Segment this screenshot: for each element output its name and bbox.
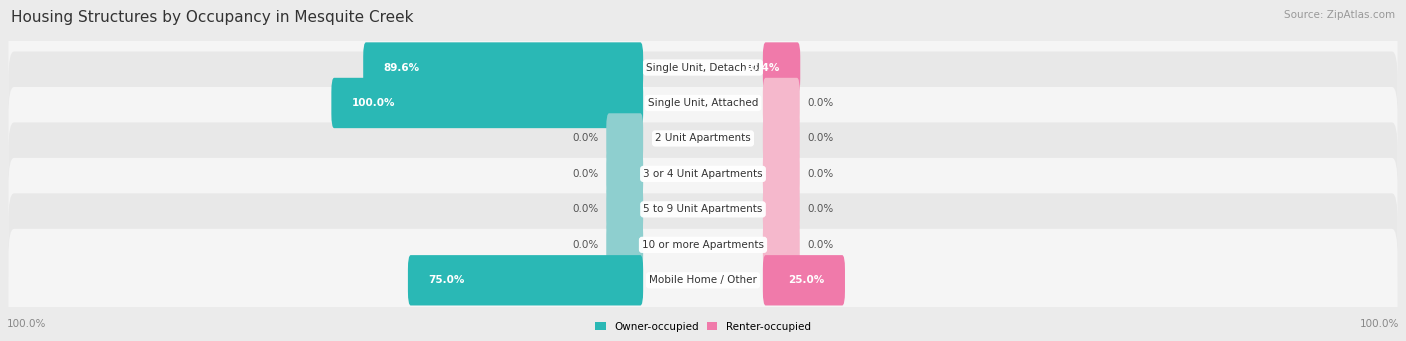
FancyBboxPatch shape [8, 193, 1398, 296]
FancyBboxPatch shape [8, 122, 1398, 225]
FancyBboxPatch shape [8, 51, 1398, 154]
FancyBboxPatch shape [763, 42, 800, 93]
Text: 3 or 4 Unit Apartments: 3 or 4 Unit Apartments [643, 169, 763, 179]
Text: 25.0%: 25.0% [789, 275, 825, 285]
FancyBboxPatch shape [763, 113, 800, 164]
Text: Single Unit, Detached: Single Unit, Detached [647, 62, 759, 73]
FancyBboxPatch shape [408, 255, 643, 306]
Text: 89.6%: 89.6% [384, 62, 419, 73]
Text: Source: ZipAtlas.com: Source: ZipAtlas.com [1284, 10, 1395, 20]
Text: 5 to 9 Unit Apartments: 5 to 9 Unit Apartments [644, 204, 762, 214]
FancyBboxPatch shape [8, 229, 1398, 332]
Text: 10 or more Apartments: 10 or more Apartments [643, 240, 763, 250]
FancyBboxPatch shape [763, 220, 800, 270]
Text: 10.4%: 10.4% [744, 62, 780, 73]
Text: 100.0%: 100.0% [1360, 319, 1399, 329]
FancyBboxPatch shape [8, 87, 1398, 190]
Text: 100.0%: 100.0% [352, 98, 395, 108]
Text: 0.0%: 0.0% [572, 133, 599, 144]
Text: Housing Structures by Occupancy in Mesquite Creek: Housing Structures by Occupancy in Mesqu… [11, 10, 413, 25]
FancyBboxPatch shape [606, 184, 643, 235]
Text: 0.0%: 0.0% [807, 204, 834, 214]
FancyBboxPatch shape [763, 255, 845, 306]
FancyBboxPatch shape [763, 149, 800, 199]
Text: Mobile Home / Other: Mobile Home / Other [650, 275, 756, 285]
Legend: Owner-occupied, Renter-occupied: Owner-occupied, Renter-occupied [591, 317, 815, 336]
FancyBboxPatch shape [8, 16, 1398, 119]
FancyBboxPatch shape [8, 158, 1398, 261]
Text: Single Unit, Attached: Single Unit, Attached [648, 98, 758, 108]
Text: 75.0%: 75.0% [427, 275, 464, 285]
FancyBboxPatch shape [763, 184, 800, 235]
FancyBboxPatch shape [606, 220, 643, 270]
FancyBboxPatch shape [363, 42, 643, 93]
Text: 0.0%: 0.0% [572, 204, 599, 214]
Text: 0.0%: 0.0% [807, 240, 834, 250]
FancyBboxPatch shape [606, 149, 643, 199]
FancyBboxPatch shape [332, 78, 643, 128]
FancyBboxPatch shape [763, 78, 800, 128]
FancyBboxPatch shape [606, 113, 643, 164]
Text: 0.0%: 0.0% [807, 133, 834, 144]
Text: 0.0%: 0.0% [572, 169, 599, 179]
Text: 2 Unit Apartments: 2 Unit Apartments [655, 133, 751, 144]
Text: 0.0%: 0.0% [807, 169, 834, 179]
Text: 100.0%: 100.0% [7, 319, 46, 329]
Text: 0.0%: 0.0% [807, 98, 834, 108]
Text: 0.0%: 0.0% [572, 240, 599, 250]
